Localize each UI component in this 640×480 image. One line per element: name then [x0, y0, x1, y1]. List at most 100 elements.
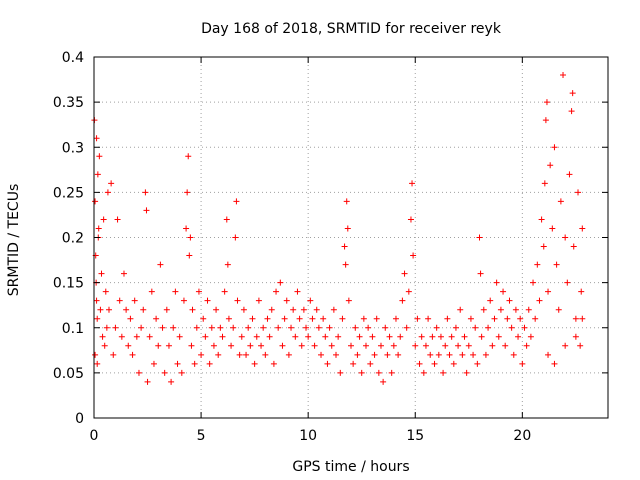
data-point [281, 315, 288, 322]
data-point [440, 369, 447, 376]
data-point [482, 351, 489, 358]
data-point [502, 342, 509, 349]
data-point [262, 351, 269, 358]
data-point [542, 117, 549, 124]
data-point [422, 342, 429, 349]
data-point [112, 324, 119, 331]
data-point [146, 333, 153, 340]
data-point [285, 351, 292, 358]
x-tick-label: 5 [197, 428, 206, 444]
x-tick-label: 20 [513, 428, 531, 444]
data-point [532, 315, 539, 322]
data-point [200, 315, 207, 322]
data-point [311, 342, 318, 349]
data-point [125, 342, 132, 349]
data-point [578, 288, 585, 295]
data-point [131, 297, 138, 304]
data-point [566, 171, 573, 178]
data-point [333, 351, 340, 358]
data-point [140, 306, 147, 313]
data-point [448, 333, 455, 340]
data-point [569, 90, 576, 97]
data-point [245, 324, 252, 331]
data-point [568, 108, 575, 115]
data-point [102, 288, 109, 295]
data-point [572, 315, 579, 322]
data-point [375, 369, 382, 376]
data-point [188, 342, 195, 349]
data-point [176, 333, 183, 340]
x-tick-label: 10 [299, 428, 317, 444]
data-point [315, 324, 322, 331]
data-point [564, 279, 571, 286]
data-point [538, 216, 545, 223]
data-point [324, 360, 331, 367]
data-point [452, 324, 459, 331]
data-point [397, 333, 404, 340]
data-point [335, 333, 342, 340]
data-point [579, 225, 586, 232]
data-point [150, 360, 157, 367]
y-tick-label: 0.05 [53, 366, 84, 382]
data-point [221, 288, 228, 295]
data-point [570, 243, 577, 250]
data-point [444, 315, 451, 322]
data-point [414, 315, 421, 322]
data-point [170, 324, 177, 331]
data-point [273, 288, 280, 295]
data-point [433, 324, 440, 331]
data-point [104, 189, 111, 196]
data-point [101, 342, 108, 349]
data-point [536, 297, 543, 304]
data-point [437, 333, 444, 340]
data-point [377, 342, 384, 349]
data-point [525, 306, 532, 313]
data-point [547, 162, 554, 169]
data-point [105, 306, 112, 313]
data-point [144, 378, 151, 385]
data-point [96, 153, 103, 160]
y-tick-label: 0.3 [62, 140, 84, 156]
data-point [133, 333, 140, 340]
data-point [292, 333, 299, 340]
data-point [186, 252, 193, 259]
data-point [208, 324, 215, 331]
data-point [517, 315, 524, 322]
data-point [328, 342, 335, 349]
data-point [184, 189, 191, 196]
data-point [457, 306, 464, 313]
x-tick-label: 15 [406, 428, 424, 444]
data-point [399, 297, 406, 304]
data-point [240, 306, 247, 313]
y-axis-label: SRMTID / TECUs [6, 184, 22, 297]
data-point [155, 342, 162, 349]
x-axis-label: GPS time / hours [292, 459, 409, 475]
data-point [93, 297, 100, 304]
data-point [174, 360, 181, 367]
data-point [427, 351, 434, 358]
data-point [360, 315, 367, 322]
data-point [94, 315, 101, 322]
data-point [369, 333, 376, 340]
data-point [337, 369, 344, 376]
data-point [294, 288, 301, 295]
data-point [108, 180, 115, 187]
y-tick-label: 0.1 [62, 321, 84, 337]
data-point [210, 342, 217, 349]
data-point [97, 306, 104, 313]
data-point [577, 342, 584, 349]
y-tick-label: 0.35 [53, 95, 84, 111]
data-point [98, 270, 105, 277]
data-point [243, 351, 250, 358]
data-point [495, 333, 502, 340]
data-point [416, 360, 423, 367]
data-point [127, 315, 134, 322]
data-point [420, 369, 427, 376]
data-point [358, 369, 365, 376]
data-point [344, 225, 351, 232]
data-point [100, 216, 107, 223]
data-point [224, 261, 231, 268]
data-point [92, 198, 99, 205]
data-point [120, 270, 127, 277]
data-point [341, 243, 348, 250]
